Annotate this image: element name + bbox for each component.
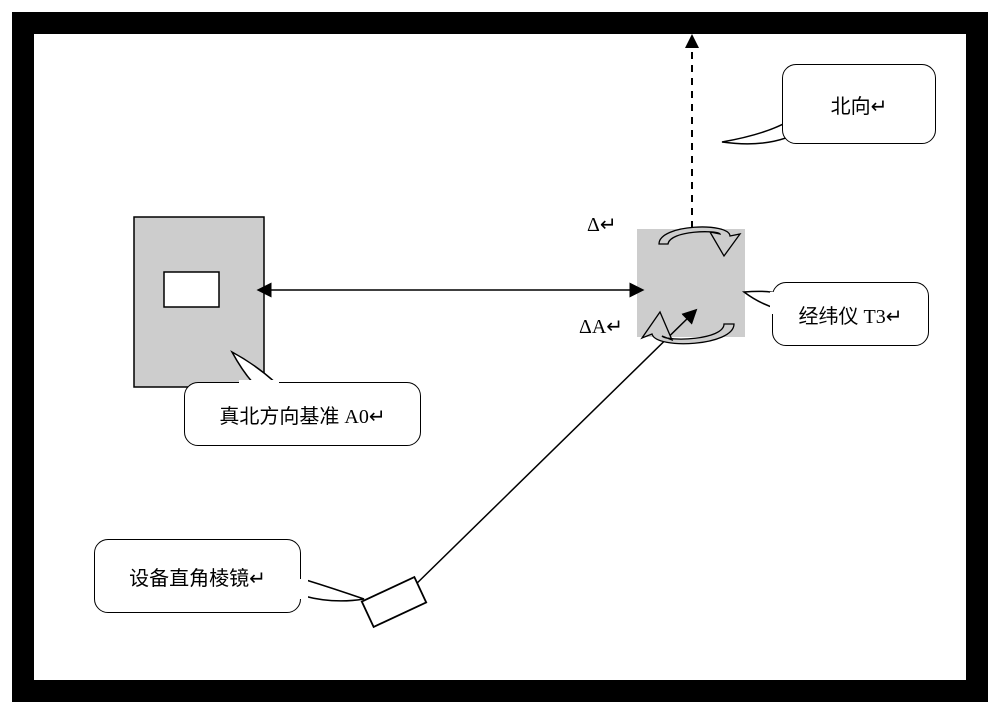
a0-tail-mask xyxy=(239,380,279,390)
reference-window xyxy=(164,272,219,307)
north-bubble: 北向↵ xyxy=(782,64,936,144)
delta-top-label: Δ↵ xyxy=(587,212,617,237)
north-tail-mask xyxy=(789,111,811,131)
a0-bubble-text: 真北方向基准 A0↵ xyxy=(219,400,385,429)
diagram-canvas: Δ↵ ΔA↵ 北向↵ 真北方向基准 A0↵ 经纬仪 T3↵ 设备直角棱镜↵ xyxy=(34,34,966,680)
t3-bubble: 经纬仪 T3↵ xyxy=(772,282,929,346)
prism-bubble-text: 设备直角棱镜↵ xyxy=(129,562,266,591)
prism-bubble: 设备直角棱镜↵ xyxy=(94,539,301,613)
a0-bubble: 真北方向基准 A0↵ xyxy=(184,382,421,446)
prism-bubble-tail xyxy=(304,580,364,601)
north-arrowhead xyxy=(685,34,699,48)
prism xyxy=(362,577,426,627)
prism-tail-mask xyxy=(290,579,308,599)
prism-sight-line xyxy=(409,314,692,591)
delta-A-label: ΔA↵ xyxy=(579,314,623,339)
t3-bubble-text: 经纬仪 T3↵ xyxy=(799,300,903,329)
north-bubble-text: 北向↵ xyxy=(831,90,888,119)
t3-tail-mask xyxy=(770,292,780,314)
outer-frame: Δ↵ ΔA↵ 北向↵ 真北方向基准 A0↵ 经纬仪 T3↵ 设备直角棱镜↵ xyxy=(12,12,988,702)
